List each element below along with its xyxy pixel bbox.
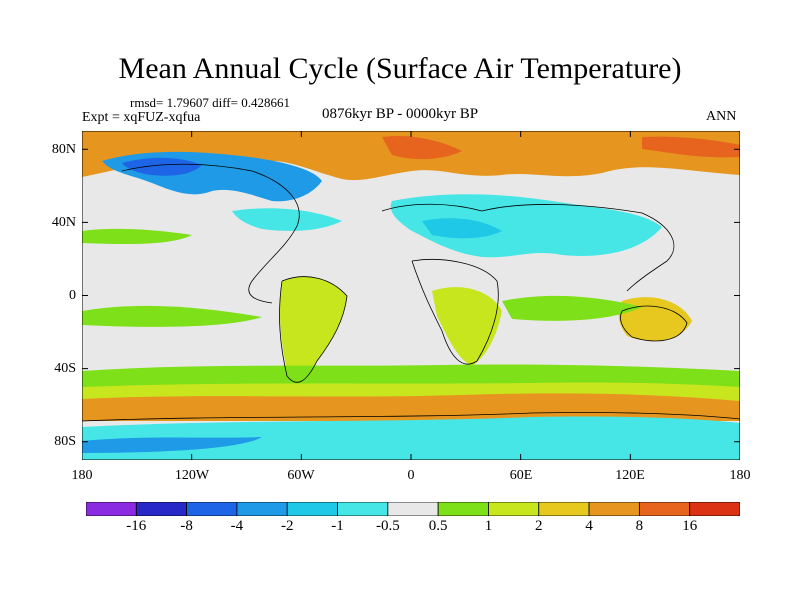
colorbar-label-3: -2 [280,518,294,534]
australia-coast [620,305,688,342]
colorbar-label-2: -4 [230,518,244,534]
colorbar-label-9: 4 [585,518,593,534]
indian-ocean-warm [502,295,642,321]
period-label: 0876kyr BP - 0000kyr BP [322,106,479,122]
eurasia-cool-region [390,194,662,258]
south-america-coast [279,276,348,383]
colorbar-swatch-4 [286,502,338,516]
north-pacific-warm-band [82,228,192,245]
colorbar-label-6: 0.5 [428,518,448,534]
colorbar-swatch-8 [488,502,540,516]
lat-label-80n: 80N [51,142,76,157]
lon-label-180e: 180 [729,468,751,483]
colorbar [86,502,740,516]
eurasia-coast [381,203,675,292]
colorbar-swatch-2 [186,502,238,516]
experiment-label: Expt = xqFUZ-xqfua [82,110,201,125]
coastlines [82,163,740,422]
lon-label-60e: 60E [509,468,533,483]
map-title: Mean Annual Cycle (Surface Air Temperatu… [118,52,682,85]
antarctica-strong-cool [82,437,262,453]
lat-label-80s: 80S [54,434,76,449]
colorbar-swatch-1 [135,502,188,516]
lat-label-0: 0 [69,288,76,303]
colorbar-swatch-0 [86,502,137,516]
lat-label-40s: 40S [54,361,76,376]
colorbar-swatch-7 [437,502,489,516]
colorbar-swatch-12 [689,502,740,516]
colorbar-label-5: -0.5 [375,518,400,534]
southern-ocean-orange-band [82,393,740,421]
colorbar-label-0: -16 [126,518,147,534]
lon-label-180w: 180 [71,468,93,483]
map-ticks [82,131,740,460]
north-america-coast [121,163,300,304]
colorbar-swatch-10 [588,502,640,516]
colorbar-swatch-11 [638,502,691,516]
season-label: ANN [706,109,737,124]
antarctica-coast [82,412,740,422]
colorbar-label-4: -1 [331,518,344,534]
africa-warm [432,287,502,366]
arctic-red-patch-east [642,136,740,158]
colorbar-label-1: -8 [180,518,193,534]
colorbar-label-11: 16 [682,518,698,534]
lat-label-40n: 40N [51,215,76,230]
stats-label: rmsd= 1.79607 diff= 0.428661 [130,95,290,110]
lon-label-60w: 60W [287,468,315,483]
north-america-strong-cool [122,157,202,176]
colorbar-swatch-3 [236,502,288,516]
lon-label-0: 0 [407,468,415,483]
temperature-map [82,131,740,460]
colorbar-swatch-5 [337,502,389,516]
colorbar-label-8: 2 [535,518,543,534]
atlantic-cool-band [232,208,342,231]
arctic-red-patch [382,135,462,160]
colorbar-swatch-6 [387,502,439,516]
lon-label-120w: 120W [174,468,210,483]
colorbar-label-10: 8 [635,518,644,534]
colorbar-swatch-9 [538,502,590,516]
eurasia-cool-core [422,218,502,239]
south-america-warm [279,276,347,380]
antarctica-cool [82,416,740,460]
colorbar-label-7: 1 [484,518,493,534]
africa-coast [411,259,499,365]
lon-label-120e: 120E [615,468,645,483]
tropical-pacific-warm-band [82,305,262,327]
